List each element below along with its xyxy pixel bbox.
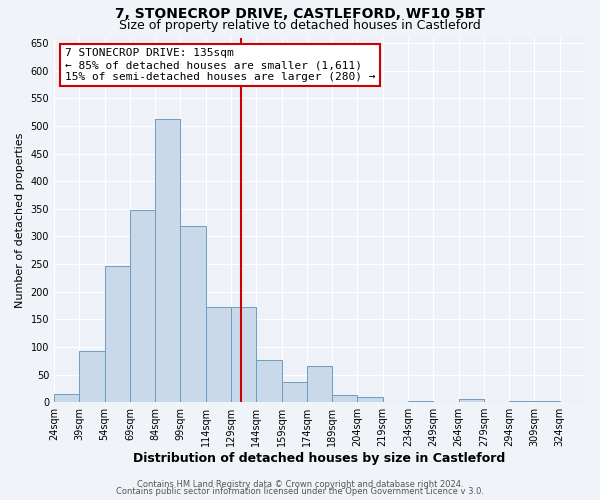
Bar (130, 210, 155, 402)
Bar (509, 400, 535, 402)
Text: Contains public sector information licensed under the Open Government Licence v : Contains public sector information licen… (116, 487, 484, 496)
Text: Size of property relative to detached houses in Castleford: Size of property relative to detached ho… (119, 18, 481, 32)
Bar (358, 396, 383, 402)
Bar (79, 351, 104, 402)
Bar (155, 118, 181, 402)
Bar (181, 226, 206, 402)
Bar (307, 366, 332, 402)
Bar (256, 360, 281, 402)
Bar (535, 400, 560, 402)
Bar (458, 400, 484, 402)
Bar (206, 307, 231, 402)
Bar (54, 394, 79, 402)
Bar (332, 395, 358, 402)
Bar (104, 266, 130, 402)
Text: 7, STONECROP DRIVE, CASTLEFORD, WF10 5BT: 7, STONECROP DRIVE, CASTLEFORD, WF10 5BT (115, 8, 485, 22)
X-axis label: Distribution of detached houses by size in Castleford: Distribution of detached houses by size … (133, 452, 506, 465)
Bar (231, 307, 256, 402)
Bar (408, 400, 433, 402)
Y-axis label: Number of detached properties: Number of detached properties (15, 132, 25, 308)
Bar (281, 382, 307, 402)
Text: 7 STONECROP DRIVE: 135sqm
← 85% of detached houses are smaller (1,611)
15% of se: 7 STONECROP DRIVE: 135sqm ← 85% of detac… (65, 48, 375, 82)
Text: Contains HM Land Registry data © Crown copyright and database right 2024.: Contains HM Land Registry data © Crown c… (137, 480, 463, 489)
